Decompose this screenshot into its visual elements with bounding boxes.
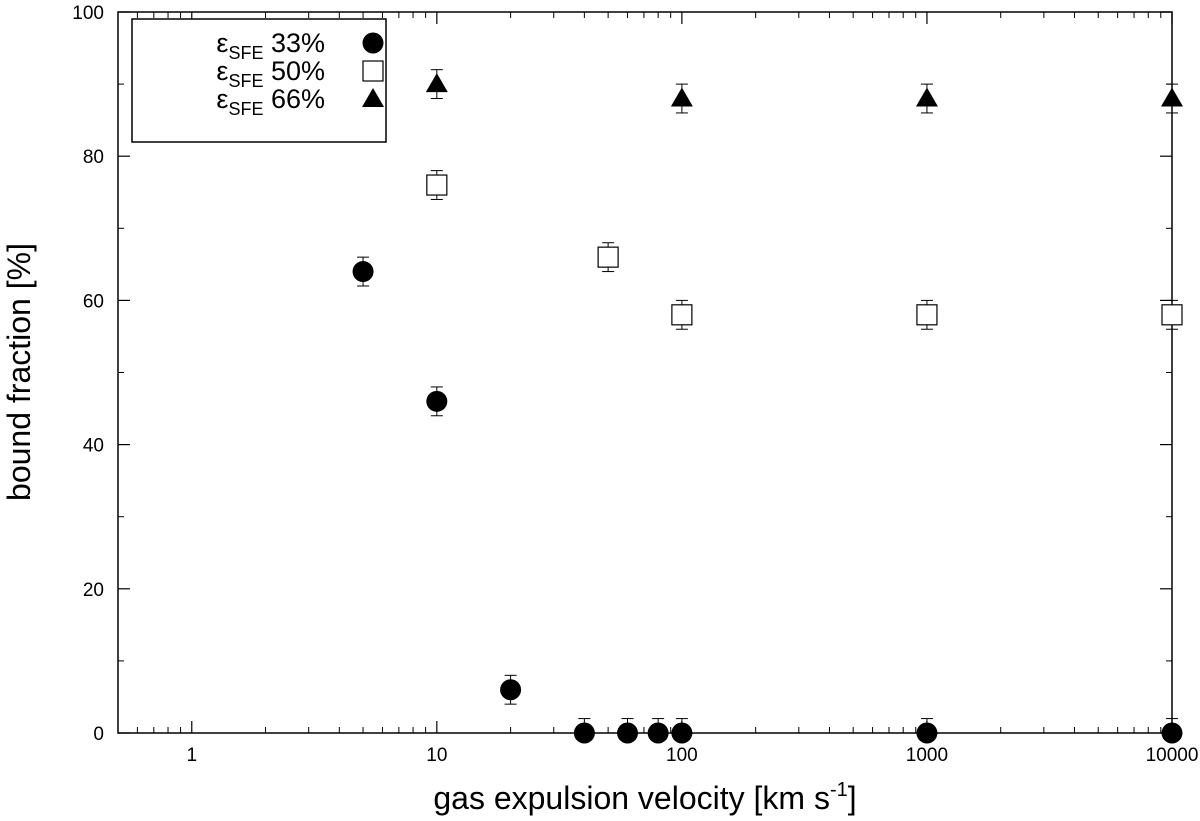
data-point-series-1 [500,679,522,701]
data-point-series-1 [352,261,374,283]
y-tick-label: 60 [83,291,104,312]
y-axis-ticks: 0 20 40 60 80 100 [72,3,1172,745]
data-point-series-2 [597,246,619,268]
data-point-series-2 [1161,304,1183,326]
y-tick-label: 100 [72,3,104,24]
data-point-series-1 [1161,722,1183,744]
y-tick-label: 40 [83,436,104,457]
x-axis-ticks: 1 10 100 1000 10000 [136,12,1199,766]
data-point-series-1 [647,722,669,744]
x-tick-label: 1000 [906,745,948,766]
data-point-series-1 [916,722,938,744]
data-point-series-2 [916,304,938,326]
data-point-series-3 [1161,87,1183,107]
x-tick-label: 10000 [1146,745,1199,766]
y-axis-title: bound fraction [%] [1,243,37,501]
x-axis-title-suffix: ] [848,780,857,816]
data-point-series-1 [573,722,595,744]
data-point-series-1 [617,722,639,744]
y-tick-label: 0 [93,724,104,745]
legend-label-series-2: εSFE 50% [216,56,325,91]
y-tick-label: 80 [83,147,104,168]
legend-box [131,18,387,143]
x-axis-title-superscript: -1 [830,779,848,801]
legend-marker-series-2 [362,60,384,82]
data-point-series-2 [671,304,693,326]
x-tick-label: 100 [666,745,698,766]
legend-marker-series-1 [362,32,384,54]
x-tick-label: 10 [426,745,447,766]
data-point-series-1 [671,722,693,744]
x-axis-title: gas expulsion velocity [km s-1] [433,779,856,816]
x-tick-label: 1 [186,745,197,766]
legend: εSFE 33%εSFE 50%εSFE 66% [131,18,387,143]
legend-marker-series-3 [362,88,384,107]
data-point-series-3 [915,87,938,107]
data-point-series-2 [426,174,448,196]
legend-label-series-3: εSFE 66% [216,84,325,119]
y-tick-label: 20 [83,580,104,601]
data-marks [352,69,1183,744]
data-point-series-3 [670,87,693,107]
data-point-series-3 [425,73,448,93]
legend-label-series-1: εSFE 33% [216,28,325,63]
data-point-series-1 [426,390,448,412]
